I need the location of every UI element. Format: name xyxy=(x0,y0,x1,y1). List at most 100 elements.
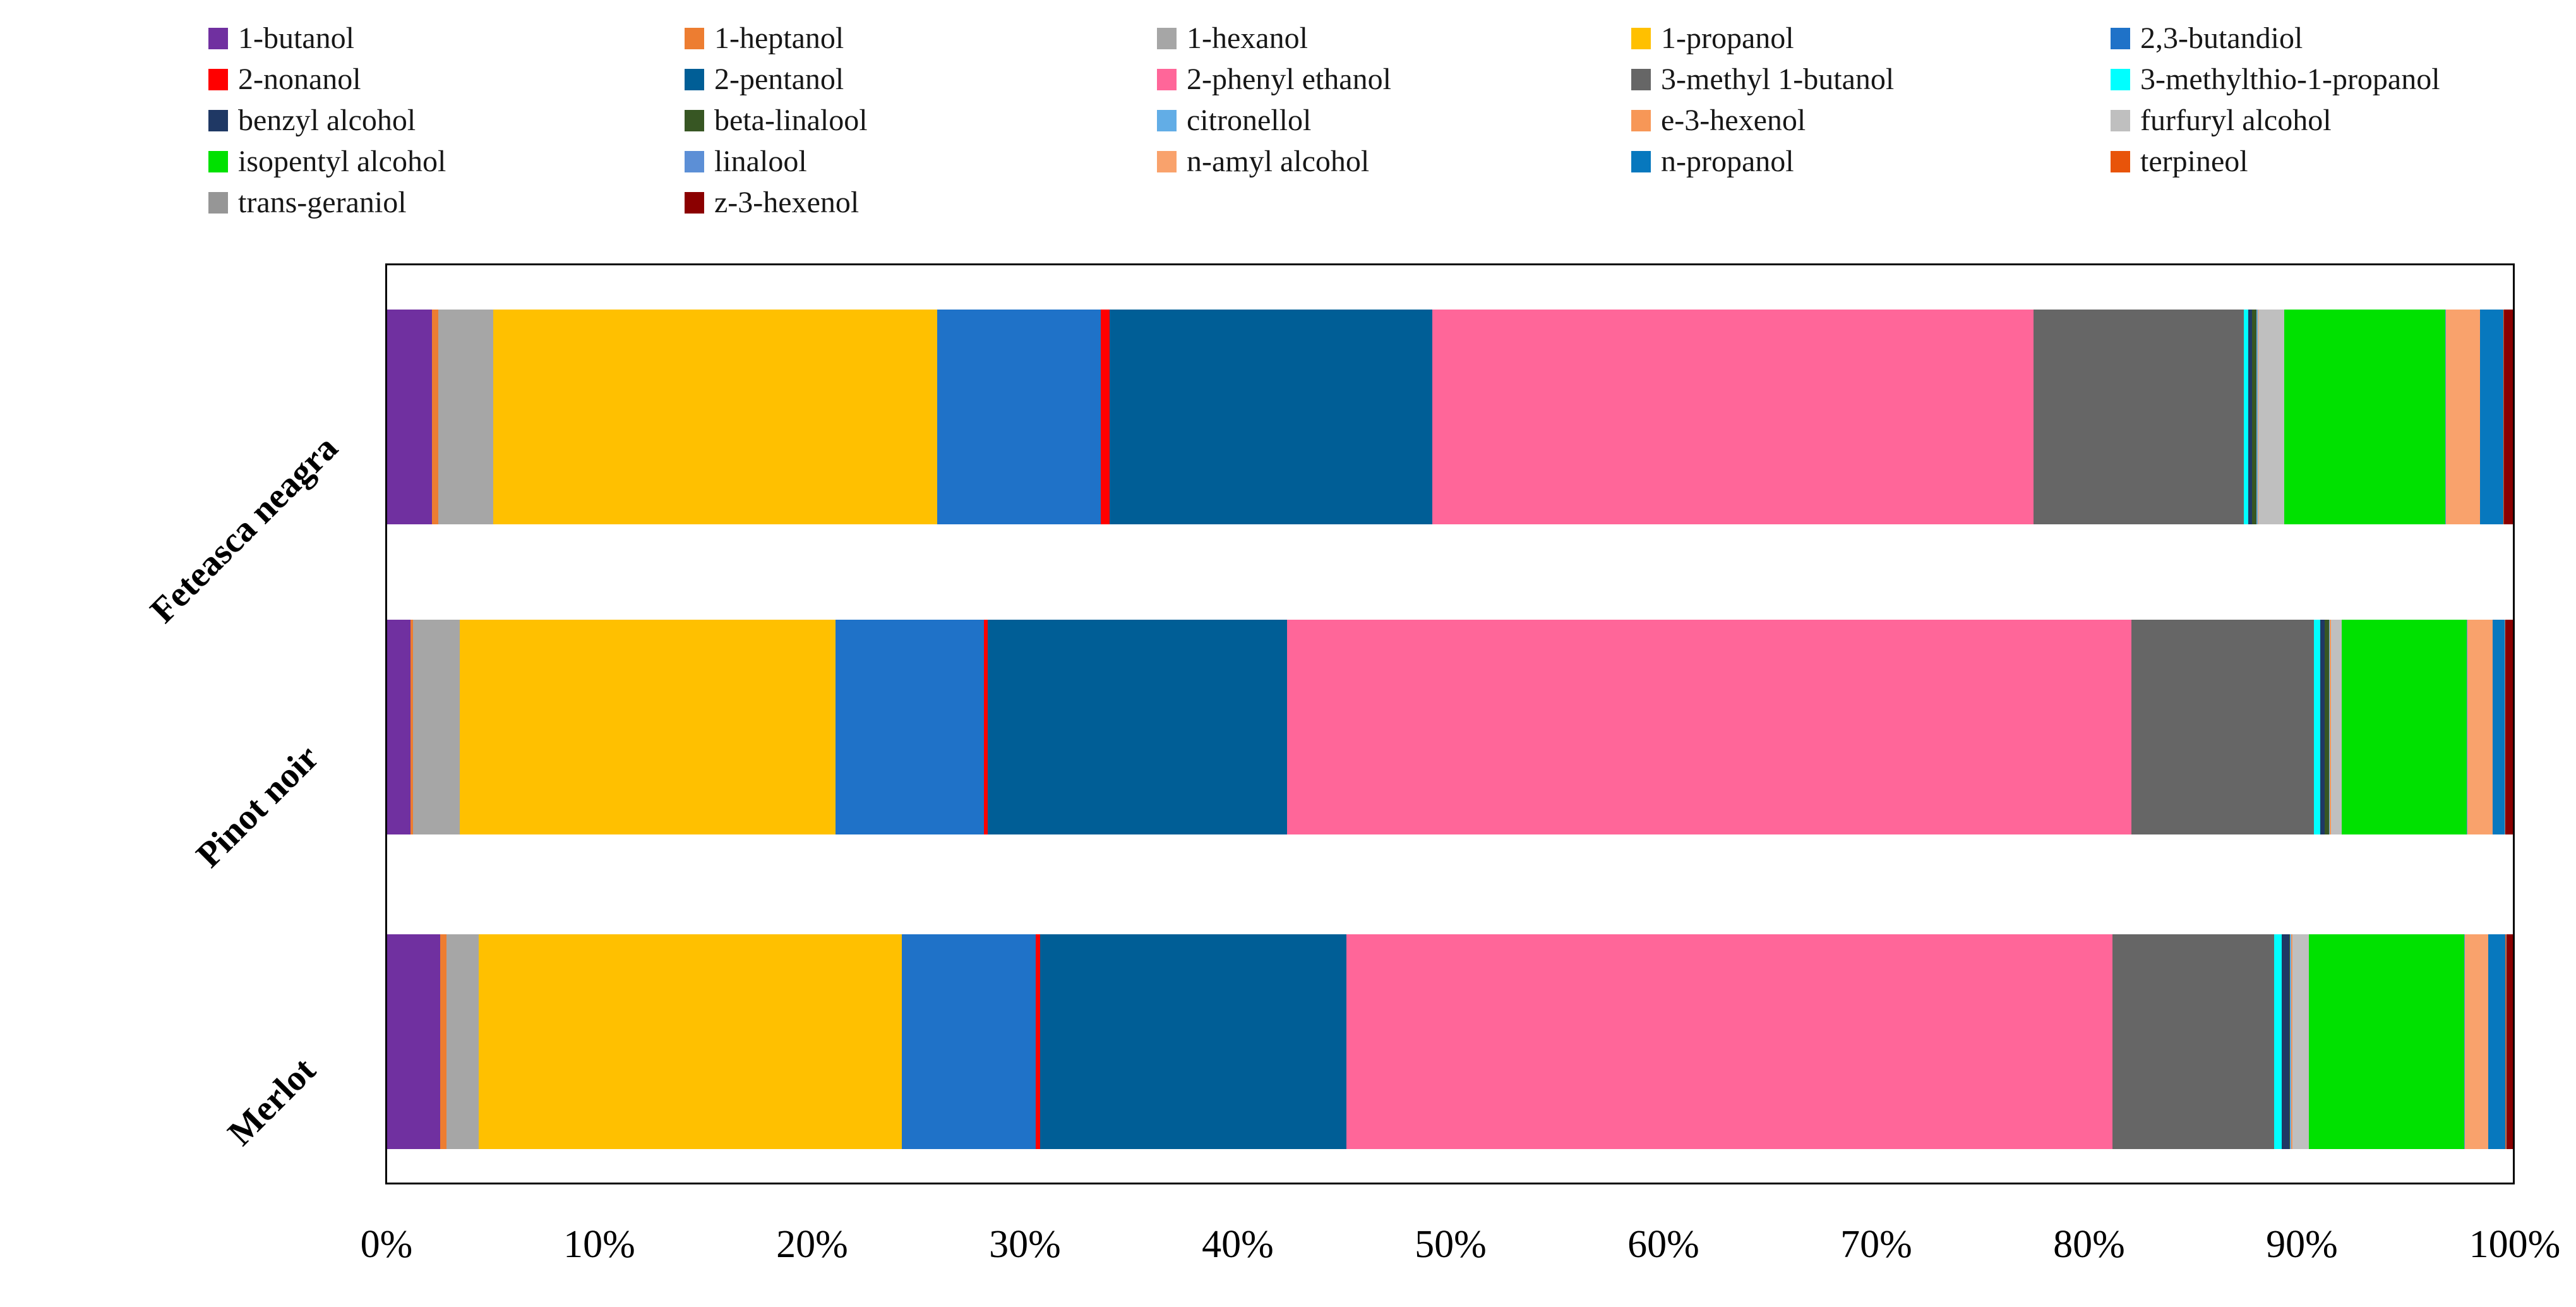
bar-segment xyxy=(2324,620,2329,834)
bar-segment xyxy=(2464,934,2465,1149)
bar-segment xyxy=(440,934,447,1149)
bar-segment xyxy=(2257,310,2259,524)
legend-color-swatch xyxy=(2111,109,2130,131)
bar-segment xyxy=(1346,934,2112,1149)
bar-segment xyxy=(835,620,984,834)
x-tick-label: 60% xyxy=(1627,1223,1699,1266)
legend-item: 1-heptanol xyxy=(685,20,1157,57)
legend-item: 1-butanol xyxy=(208,20,685,57)
bar-segment xyxy=(493,310,938,524)
bar-segment xyxy=(2506,934,2513,1149)
bar-segment xyxy=(1036,934,1041,1149)
bar-segment xyxy=(2131,620,2315,834)
x-tick-label: 50% xyxy=(1415,1223,1487,1266)
bar-segment xyxy=(902,934,1036,1149)
bar-segment xyxy=(2488,934,2506,1149)
legend-label: citronellol xyxy=(1187,103,1312,137)
legend-item: isopentyl alcohol xyxy=(208,143,685,181)
legend-color-swatch xyxy=(2111,150,2130,172)
legend-color-swatch xyxy=(1157,68,1177,90)
bar-segment xyxy=(2258,310,2284,524)
bar-segment xyxy=(1432,310,2034,524)
bar-segment xyxy=(2252,310,2256,524)
bar-segment xyxy=(1287,620,2132,834)
x-tick-label: 20% xyxy=(776,1223,848,1266)
bar-segment xyxy=(2248,310,2253,524)
y-category-label: Merlot xyxy=(220,1050,323,1153)
plot-area xyxy=(385,263,2515,1184)
legend-item: 2-phenyl ethanol xyxy=(1157,61,1631,99)
legend-item: trans-geraniol xyxy=(208,184,685,222)
legend-label: e-3-hexenol xyxy=(1661,103,1806,137)
bar-segment xyxy=(412,620,460,834)
legend-color-swatch xyxy=(1157,27,1177,49)
legend-color-swatch xyxy=(685,150,704,172)
legend-label: 2-pentanol xyxy=(714,62,844,96)
legend-color-swatch xyxy=(685,68,704,90)
bar-segment xyxy=(2256,310,2258,524)
legend-label: linalool xyxy=(714,144,807,178)
legend-label: 3-methylthio-1-propanol xyxy=(2140,62,2440,96)
x-tick-label: 70% xyxy=(1840,1223,1912,1266)
bar-segment xyxy=(438,310,494,524)
x-tick-label: 90% xyxy=(2266,1223,2338,1266)
bar-segment xyxy=(1101,310,1110,524)
bar-segment xyxy=(2467,620,2493,834)
legend-color-swatch xyxy=(685,27,704,49)
legend-color-swatch xyxy=(1631,68,1651,90)
bar-segment xyxy=(387,620,410,834)
bar-segment xyxy=(988,620,1288,834)
bar-segment xyxy=(387,310,432,524)
x-tick-label: 80% xyxy=(2053,1223,2125,1266)
legend-item: n-amyl alcohol xyxy=(1157,143,1631,181)
bar-segment xyxy=(2309,934,2465,1149)
bar-segment xyxy=(459,620,836,834)
legend-item: linalool xyxy=(685,143,1157,181)
bar-segment xyxy=(2503,310,2504,524)
legend-label: terpineol xyxy=(2140,144,2248,178)
bar-segment xyxy=(2243,310,2248,524)
legend-color-swatch xyxy=(208,27,228,49)
chart-legend: 1-butanol 1-heptanol 1-hexanol 1-propanol 2,… xyxy=(208,18,2570,223)
bar-segment xyxy=(2446,310,2481,524)
stacked-bar-feteasca-neagra xyxy=(387,310,2513,524)
bar-segment xyxy=(1040,934,1347,1149)
legend-item: terpineol xyxy=(2111,143,2553,181)
legend-label: benzyl alcohol xyxy=(238,103,416,137)
bar-segment xyxy=(2033,310,2244,524)
bar-segment xyxy=(2292,934,2309,1149)
bar-segment xyxy=(2505,620,2513,834)
bar-segment xyxy=(2320,620,2325,834)
legend-item: benzyl alcohol xyxy=(208,102,685,140)
legend-label: 2-nonanol xyxy=(238,62,361,96)
legend-color-swatch xyxy=(2111,27,2130,49)
legend-color-swatch xyxy=(1157,109,1177,131)
legend-item: furfuryl alcohol xyxy=(2111,102,2553,140)
legend-label: trans-geraniol xyxy=(238,185,407,219)
x-tick-label: 30% xyxy=(989,1223,1061,1266)
legend-item: 2-pentanol xyxy=(685,61,1157,99)
legend-color-swatch xyxy=(1157,150,1177,172)
bar-segment xyxy=(431,310,438,524)
legend-item: e-3-hexenol xyxy=(1631,102,2111,140)
legend-label: n-propanol xyxy=(1661,144,1794,178)
bar-segment xyxy=(2112,934,2274,1149)
bar-segment xyxy=(2290,934,2291,1149)
legend-label: 1-propanol xyxy=(1661,21,1794,55)
legend-color-swatch xyxy=(2111,68,2130,90)
bar-segment xyxy=(2493,620,2505,834)
legend-item: citronellol xyxy=(1157,102,1631,140)
legend-label: 2-phenyl ethanol xyxy=(1187,62,1391,96)
bar-segment xyxy=(2465,934,2489,1149)
legend-color-swatch xyxy=(1631,109,1651,131)
bar-segment xyxy=(2330,620,2332,834)
bar-segment xyxy=(2289,934,2291,1149)
bar-segment xyxy=(2341,620,2467,834)
x-tick-label: 40% xyxy=(1202,1223,1274,1266)
legend-label: n-amyl alcohol xyxy=(1187,144,1370,178)
bar-segment xyxy=(387,934,441,1149)
bar-segment xyxy=(937,310,1101,524)
legend-item: 3-methyl 1-butanol xyxy=(1631,61,2111,99)
bar-segment xyxy=(2314,620,2321,834)
